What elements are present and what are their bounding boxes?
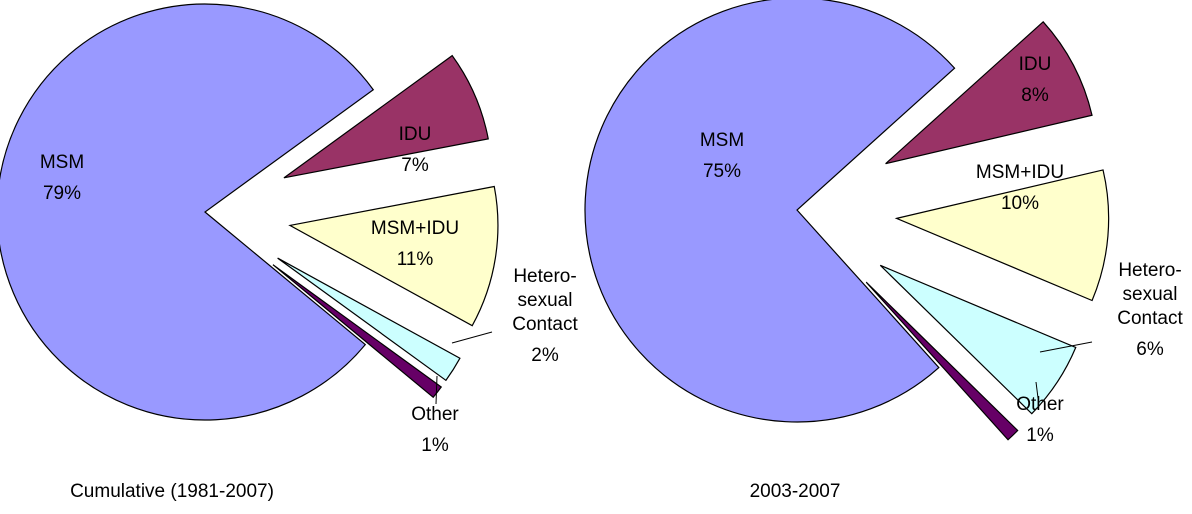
slice-label: Other [411, 404, 459, 425]
pie-slice [283, 54, 489, 179]
slice-label: MSM [40, 152, 84, 173]
slice-value: 79% [43, 183, 81, 204]
pie-slice [894, 169, 1110, 302]
slice-label: IDU [1019, 54, 1052, 75]
leader-line [435, 375, 438, 405]
pie-slice [0, 3, 375, 421]
slice-value: 1% [421, 435, 449, 456]
slice-value: 11% [397, 249, 434, 270]
pie-slice [879, 264, 1077, 415]
slice-label: Hetero-sexual Contact [1117, 260, 1183, 329]
pie-slice [272, 264, 443, 399]
leader-line [1039, 341, 1093, 353]
slice-label: Other [1016, 394, 1064, 415]
slice-value: 10% [1001, 193, 1039, 214]
pie-slice [288, 185, 499, 327]
chart-title: 2003-2007 [750, 481, 841, 502]
pie-slice [865, 281, 1019, 441]
slice-value: 75% [703, 161, 741, 182]
slice-label: IDU [399, 124, 432, 145]
slice-value: 1% [1026, 425, 1054, 446]
leader-line [451, 331, 493, 344]
slice-value: 7% [401, 155, 429, 176]
slice-label: Hetero-sexual Contact [512, 266, 578, 335]
chart-title: Cumulative (1981-2007) [70, 481, 274, 502]
slice-value: 2% [531, 345, 559, 366]
slice-label: MSM+IDU [976, 162, 1064, 183]
slice-label: MSM [700, 130, 744, 151]
slice-value: 6% [1136, 339, 1164, 360]
slice-label: MSM+IDU [371, 218, 459, 239]
pie-slice [885, 20, 1093, 165]
pie-slice [584, 0, 956, 423]
pie-slice [277, 257, 461, 382]
slice-value: 8% [1021, 85, 1049, 106]
leader-line [1035, 381, 1039, 399]
